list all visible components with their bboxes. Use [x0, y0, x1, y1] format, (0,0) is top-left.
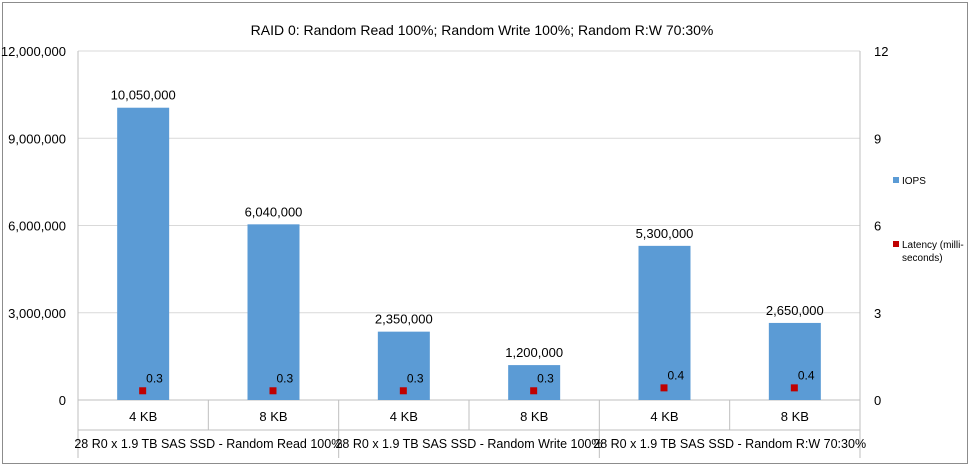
latency-marker: [660, 384, 668, 392]
y-right-tick-label: 6: [874, 219, 881, 234]
legend-iops-label: IOPS: [902, 176, 926, 187]
y-left-tick-label: 0: [59, 393, 66, 408]
y-right-tick-label: 0: [874, 393, 881, 408]
y-left-tick-label: 3,000,000: [8, 306, 66, 321]
legend-iops-swatch: [893, 177, 899, 183]
iops-data-label: 5,300,000: [636, 226, 694, 241]
iops-bar: [247, 224, 300, 400]
y-left-tick-label: 9,000,000: [8, 131, 66, 146]
chart-title: RAID 0: Random Read 100%; Random Write 1…: [251, 22, 714, 38]
latency-marker: [790, 384, 798, 392]
category-label: 8 KB: [520, 409, 548, 424]
iops-data-label: 10,050,000: [111, 88, 176, 103]
legend-latency-label: Latency (milli-: [902, 240, 964, 251]
latency-marker: [139, 387, 147, 395]
legend-latency-label-line2: seconds): [902, 253, 943, 264]
iops-data-label: 6,040,000: [245, 204, 303, 219]
latency-marker: [530, 387, 538, 395]
iops-bar: [638, 245, 691, 400]
iops-data-label: 1,200,000: [505, 345, 563, 360]
legend-latency-swatch: [893, 241, 899, 247]
category-label: 4 KB: [650, 409, 678, 424]
category-label: 8 KB: [259, 409, 287, 424]
y-left-tick-label: 12,000,000: [1, 44, 66, 59]
latency-data-label: 0.3: [537, 371, 554, 385]
iops-data-label: 2,350,000: [375, 312, 433, 327]
latency-data-label: 0.4: [668, 368, 685, 382]
latency-data-label: 0.3: [407, 371, 424, 385]
y-right-tick-label: 12: [874, 44, 888, 59]
y-left-tick-label: 6,000,000: [8, 219, 66, 234]
latency-marker: [269, 387, 277, 395]
group-label: 28 R0 x 1.9 TB SAS SSD - Random Write 10…: [335, 437, 602, 451]
y-right-tick-label: 3: [874, 306, 881, 321]
iops-bar: [117, 107, 170, 401]
y-right-tick-label: 9: [874, 131, 881, 146]
category-label: 4 KB: [390, 409, 418, 424]
latency-data-label: 0.3: [277, 371, 294, 385]
category-label: 8 KB: [781, 409, 809, 424]
latency-marker: [399, 387, 407, 395]
category-label: 4 KB: [129, 409, 157, 424]
latency-data-label: 0.4: [798, 368, 815, 382]
group-label: 28 R0 x 1.9 TB SAS SSD - Random Read 100…: [74, 437, 342, 451]
latency-data-label: 0.3: [146, 371, 163, 385]
iops-data-label: 2,650,000: [766, 303, 824, 318]
group-label: 28 R0 x 1.9 TB SAS SSD - Random R:W 70:3…: [593, 437, 866, 451]
